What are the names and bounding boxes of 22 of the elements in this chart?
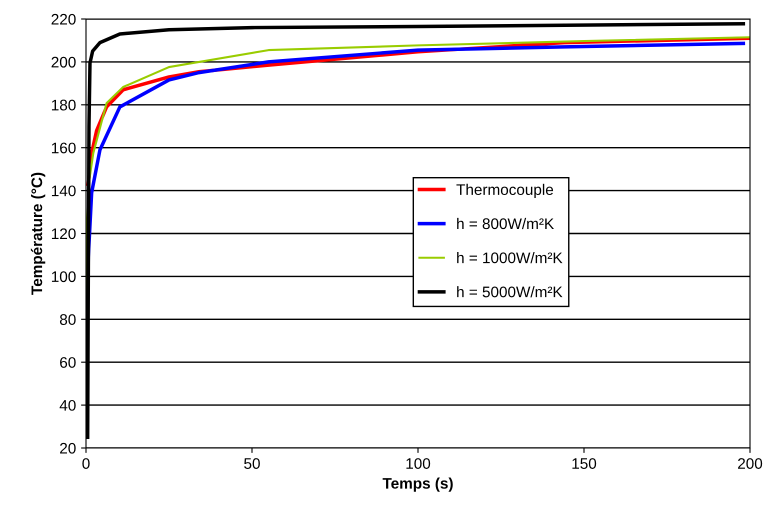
x-tick-label: 100: [406, 458, 430, 469]
y-tick-label: 80: [60, 314, 76, 325]
x-tick-label: 50: [244, 458, 260, 469]
y-tick-label: 60: [60, 357, 76, 368]
y-tick-label: 100: [52, 271, 76, 282]
y-tick-label: 200: [52, 56, 76, 68]
y-tick-label: 140: [52, 185, 76, 196]
y-tick-label: 20: [60, 442, 76, 454]
legend-label: h = 800W/m²K: [457, 218, 554, 230]
y-tick-label: 120: [52, 228, 76, 240]
legend-label: h = 5000W/m²K: [457, 286, 562, 298]
x-axis-title: Temps (s): [382, 478, 453, 492]
y-axis-title: Température (°C): [30, 172, 46, 295]
x-tick-label: 0: [82, 458, 90, 469]
y-tick-label: 220: [52, 14, 76, 25]
y-tick-label: 160: [52, 142, 76, 154]
legend-label: Thermocouple: [456, 184, 554, 198]
y-tick-label: 180: [52, 100, 76, 110]
x-tick-label: 150: [572, 458, 596, 469]
y-tick-label: 40: [60, 400, 76, 411]
legend-label: h = 1000W/m²K: [457, 252, 562, 264]
x-tick-label: 200: [738, 458, 762, 469]
